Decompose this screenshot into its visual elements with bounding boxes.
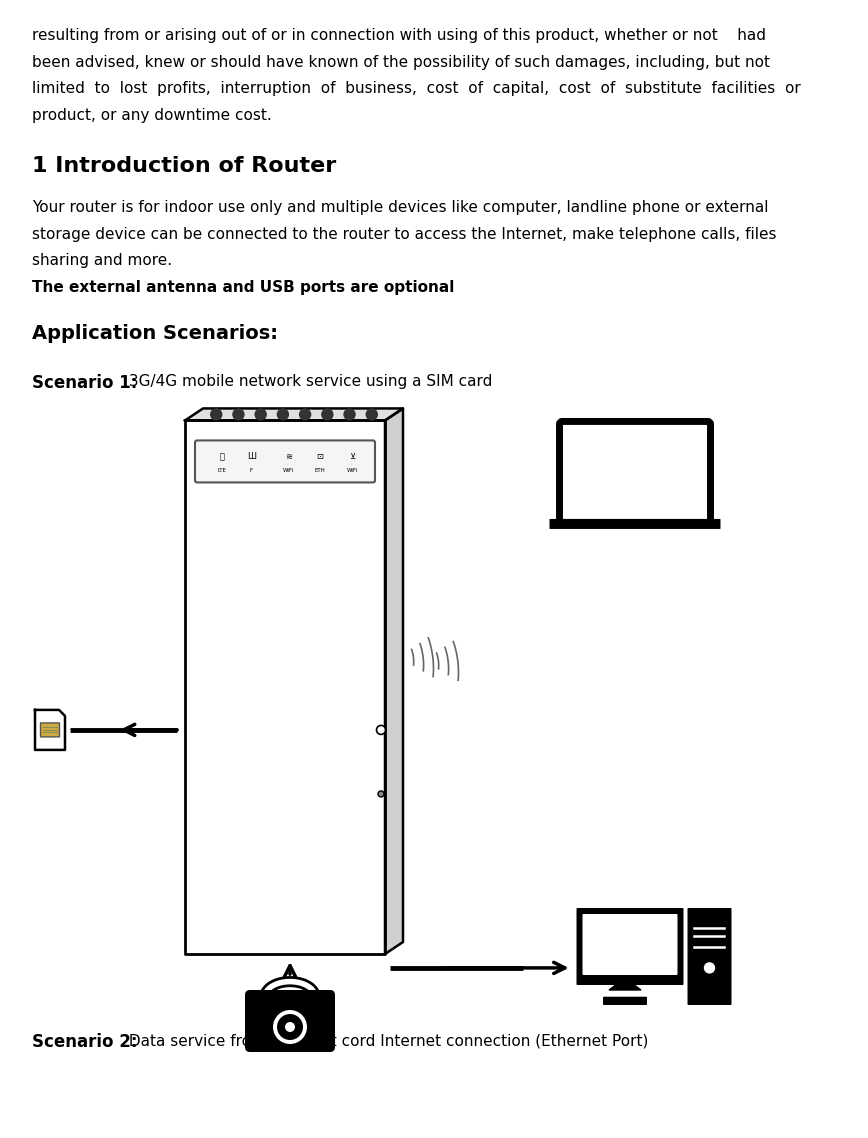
Text: ≋: ≋ (285, 452, 292, 461)
Text: 3G/4G mobile network service using a SIM card: 3G/4G mobile network service using a SIM… (124, 374, 492, 389)
Circle shape (273, 1011, 307, 1044)
FancyBboxPatch shape (582, 914, 678, 975)
Text: ⊻: ⊻ (349, 452, 355, 461)
FancyBboxPatch shape (576, 908, 683, 986)
Polygon shape (35, 710, 65, 750)
Text: Application Scenarios:: Application Scenarios: (32, 324, 278, 344)
Text: F: F (250, 468, 253, 473)
Circle shape (322, 409, 332, 420)
FancyBboxPatch shape (560, 421, 711, 522)
Text: resulting from or arising out of or in connection with using of this product, wh: resulting from or arising out of or in c… (32, 28, 766, 43)
Text: ⊡: ⊡ (317, 452, 324, 461)
Text: product, or any downtime cost.: product, or any downtime cost. (32, 107, 272, 123)
Circle shape (211, 409, 221, 420)
Text: Scenario 2:: Scenario 2: (32, 1033, 137, 1052)
Polygon shape (609, 984, 641, 990)
Text: Data service from Ethernet cord Internet connection (Ethernet Port): Data service from Ethernet cord Internet… (124, 1033, 648, 1048)
FancyBboxPatch shape (687, 908, 732, 1005)
Text: ⏻: ⏻ (219, 452, 224, 461)
Text: 1 Introduction of Router: 1 Introduction of Router (32, 156, 336, 176)
Text: WiFi: WiFi (346, 468, 358, 473)
Text: storage device can be connected to the router to access the Internet, make telep: storage device can be connected to the r… (32, 226, 777, 241)
Polygon shape (385, 409, 403, 954)
Circle shape (378, 791, 384, 797)
FancyBboxPatch shape (603, 997, 647, 1005)
FancyBboxPatch shape (195, 440, 375, 483)
Circle shape (277, 1014, 303, 1040)
Polygon shape (185, 420, 385, 954)
Circle shape (233, 409, 244, 420)
Circle shape (705, 963, 714, 973)
Text: ETH: ETH (315, 468, 326, 473)
Circle shape (377, 725, 385, 734)
FancyBboxPatch shape (41, 723, 60, 737)
Text: LTE: LTE (217, 468, 226, 473)
Circle shape (299, 409, 311, 420)
Text: sharing and more.: sharing and more. (32, 254, 172, 269)
Text: WiFi: WiFi (283, 468, 294, 473)
Circle shape (255, 409, 266, 420)
Text: Ш: Ш (247, 452, 256, 461)
FancyBboxPatch shape (549, 519, 720, 529)
Text: Scenario 1:: Scenario 1: (32, 374, 137, 393)
Text: been advised, knew or should have known of the possibility of such damages, incl: been advised, knew or should have known … (32, 55, 770, 69)
Circle shape (285, 1022, 295, 1032)
Text: The external antenna and USB ports are optional: The external antenna and USB ports are o… (32, 280, 454, 295)
Circle shape (344, 409, 355, 420)
Text: Your router is for indoor use only and multiple devices like computer, landline : Your router is for indoor use only and m… (32, 200, 768, 215)
FancyBboxPatch shape (245, 990, 335, 1052)
Circle shape (278, 409, 288, 420)
Polygon shape (185, 409, 403, 420)
Text: limited  to  lost  profits,  interruption  of  business,  cost  of  capital,  co: limited to lost profits, interruption of… (32, 81, 801, 96)
Circle shape (366, 409, 378, 420)
